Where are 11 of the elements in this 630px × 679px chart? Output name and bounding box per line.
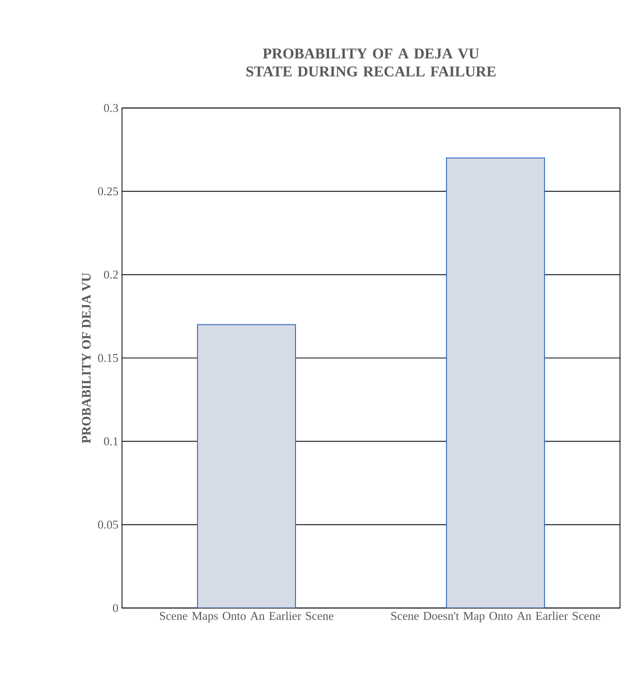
y-tick-label: 0.1: [104, 437, 118, 446]
y-axis-title: PROBABILITY OF DEJA VU: [82, 272, 91, 444]
y-tick-label: 0: [112, 604, 118, 612]
x-tick-label: Scene Maps Onto An Earlier Scene: [160, 612, 334, 622]
y-tick-label: 0.2: [104, 270, 118, 279]
x-tick-label: Scene Doesn't Map Onto An Earlier Scene: [391, 612, 600, 622]
y-tick-label: 0.25: [98, 187, 118, 196]
chart-title: PROBABILITY OF A DEJA VU STATE DURING RECALL FAILURE: [246, 48, 496, 76]
y-tick-label: 0.3: [104, 104, 118, 112]
y-tick-label: 0.05: [98, 520, 118, 529]
y-tick-label: 0.15: [98, 354, 118, 362]
